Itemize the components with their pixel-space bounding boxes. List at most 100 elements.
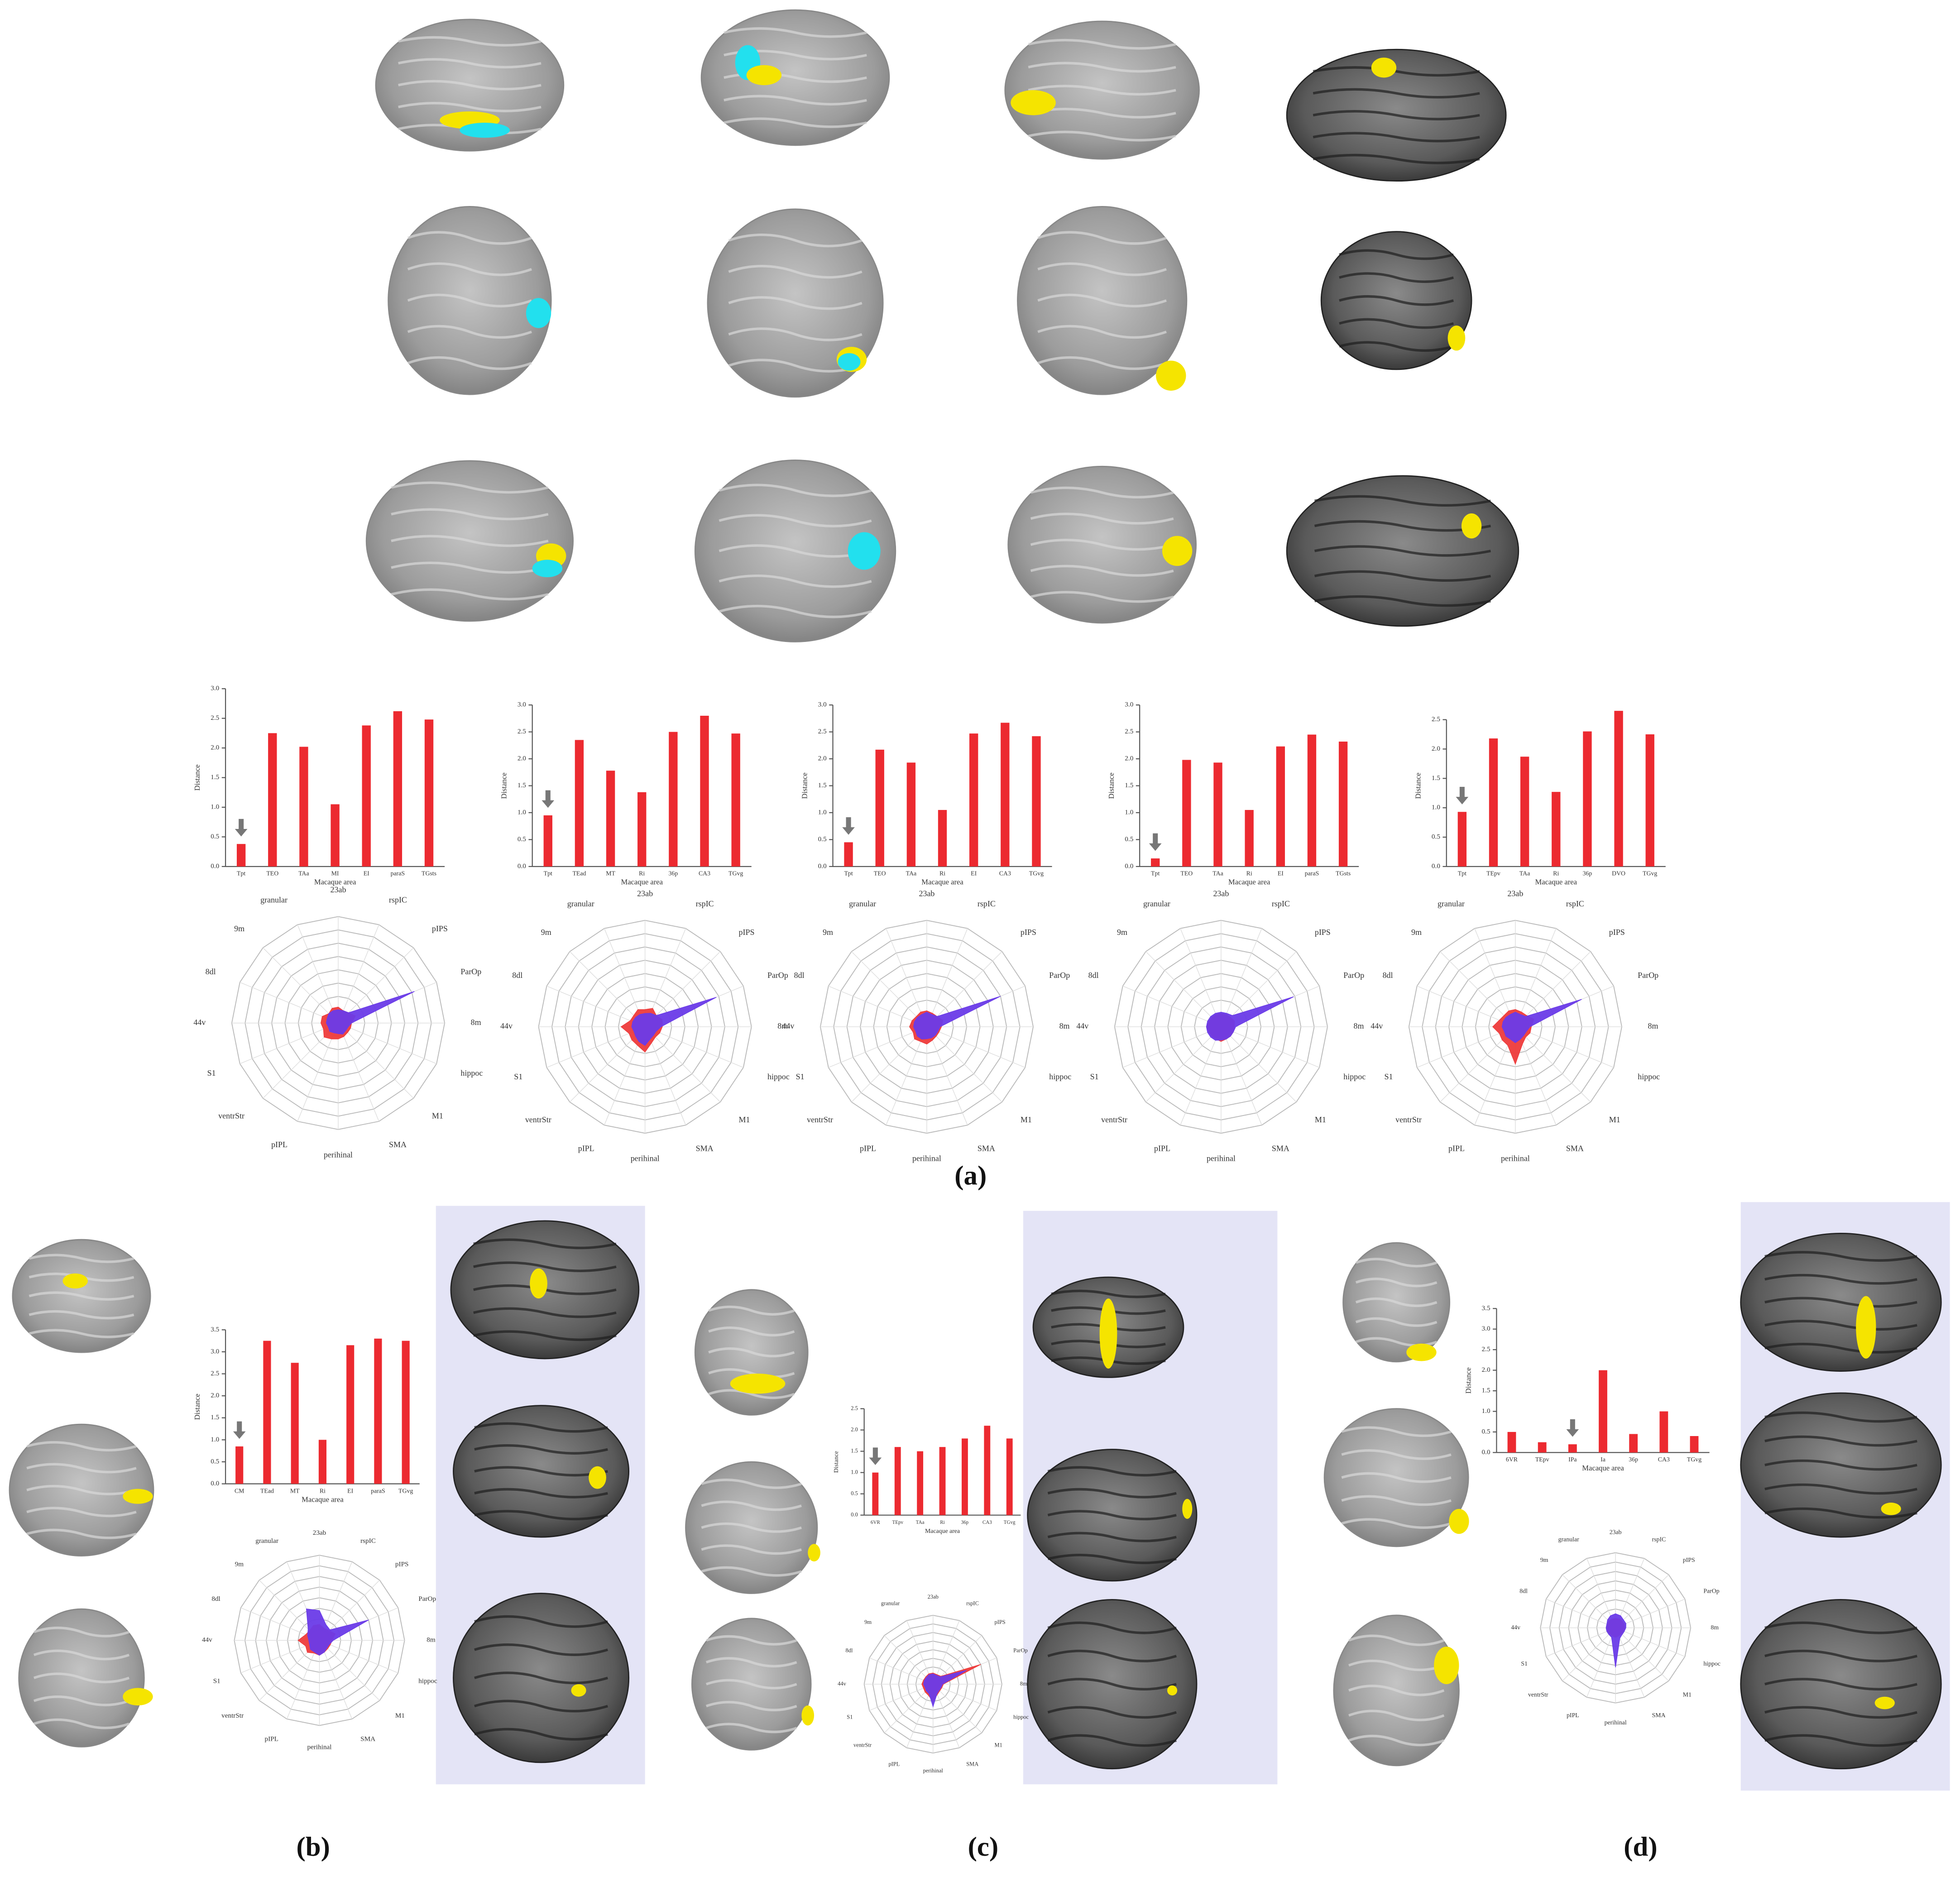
- radar-axis-label: S1: [1385, 1072, 1393, 1081]
- y-tick-label: 0.0: [1125, 862, 1133, 870]
- gyrus: [1028, 85, 1176, 96]
- x-tick-label: 36p: [1629, 1456, 1638, 1463]
- activation: [532, 560, 563, 578]
- bar: [1307, 734, 1317, 867]
- radar-spoke: [645, 1026, 721, 1102]
- radar-axis-label: 8dl: [794, 971, 805, 980]
- activation: [1371, 57, 1397, 78]
- radar-axis-label: 9m: [864, 1619, 872, 1625]
- bar: [844, 842, 853, 867]
- radar-axis-label: pIPS: [995, 1619, 1006, 1625]
- gyrus: [474, 1510, 608, 1521]
- radar-axis-label: 8m: [1059, 1021, 1070, 1030]
- gyrus: [1030, 539, 1174, 551]
- y-tick-label: 0.0: [518, 862, 526, 870]
- activation: [848, 532, 881, 570]
- gyrus: [407, 262, 532, 276]
- radar-spoke: [1122, 1026, 1222, 1068]
- bar: [1276, 746, 1285, 867]
- radar-spoke: [546, 986, 645, 1027]
- radar-spoke: [1221, 1026, 1320, 1068]
- radar-spoke: [869, 1657, 934, 1685]
- y-tick-label: 2.5: [1125, 728, 1133, 735]
- gyrus: [1313, 110, 1480, 120]
- bar: [939, 1447, 946, 1515]
- gyrus: [1313, 132, 1480, 143]
- gyrus: [398, 36, 542, 47]
- bar: [1245, 810, 1254, 867]
- gyrus: [1030, 486, 1174, 498]
- gyrus: [1028, 38, 1176, 50]
- radar-axis-label: ventrStr: [525, 1115, 551, 1124]
- arrow: [542, 790, 555, 808]
- y-tick-label: 2.5: [1432, 715, 1440, 723]
- x-tick-label: TEpv: [892, 1520, 903, 1525]
- radar-series: [306, 1608, 369, 1656]
- y-tick-label: 2.5: [1482, 1346, 1490, 1353]
- bar: [268, 733, 277, 867]
- activation: [62, 1273, 88, 1289]
- activation: [123, 1688, 153, 1706]
- gyrus: [407, 293, 532, 308]
- gyrus: [473, 1261, 617, 1272]
- y-tick-label: 2.0: [211, 1392, 219, 1399]
- panel-label: (d): [1624, 1832, 1657, 1862]
- activation: [746, 65, 782, 86]
- gyrus: [724, 95, 867, 105]
- radar-axis-label: 23ab: [1610, 1529, 1622, 1536]
- y-tick-label: 1.5: [1482, 1387, 1490, 1394]
- radar-spoke: [1221, 951, 1297, 1027]
- gyrus: [1764, 1483, 1917, 1495]
- gyrus: [719, 514, 872, 527]
- gyrus: [1314, 545, 1491, 557]
- radar-axis-label: ParOp: [1343, 971, 1364, 980]
- gyrus: [474, 1466, 608, 1477]
- y-axis-label: Distance: [833, 1451, 839, 1473]
- radar-axis-label: pIPL: [860, 1144, 876, 1153]
- x-tick-label: TGsts: [1336, 870, 1351, 877]
- radar-axis-label: 23ab: [331, 885, 346, 894]
- radar-spoke: [263, 947, 339, 1024]
- gyrus: [708, 1326, 795, 1337]
- radar-axis-label: rspIC: [360, 1537, 376, 1545]
- gyrus: [33, 1718, 130, 1729]
- y-tick-label: 0.5: [1432, 833, 1440, 841]
- radar-series: [923, 1670, 967, 1708]
- gyrus: [1764, 1251, 1917, 1262]
- panel-label: (c): [968, 1832, 999, 1862]
- gyrus: [1047, 1466, 1177, 1477]
- radar-axis-label: ParOp: [1013, 1647, 1028, 1653]
- x-tick-label: TAa: [298, 870, 309, 877]
- gyrus: [33, 1672, 130, 1684]
- radar-axis-label: 23ab: [919, 889, 934, 898]
- activation: [530, 1268, 547, 1299]
- y-tick-label: 3.0: [518, 701, 526, 709]
- bar: [984, 1426, 991, 1515]
- y-tick-label: 2.5: [211, 1369, 219, 1377]
- x-tick-label: TAa: [1519, 870, 1530, 877]
- y-tick-label: 0.0: [818, 862, 827, 870]
- x-tick-label: TEad: [572, 870, 586, 877]
- x-tick-label: paraS: [391, 870, 405, 877]
- radar-spoke: [1615, 1628, 1669, 1681]
- radar-spoke: [645, 1026, 744, 1068]
- radar-spoke: [1615, 1574, 1669, 1628]
- radar-spoke: [644, 1026, 686, 1125]
- y-tick-label: 1.5: [1432, 774, 1440, 782]
- bar: [1182, 760, 1191, 867]
- radar-spoke: [851, 1026, 927, 1102]
- radar-axis-label: rspIC: [978, 899, 996, 908]
- gyrus: [1341, 1472, 1452, 1483]
- radar-spoke: [297, 924, 339, 1023]
- x-axis-label: Macaque area: [314, 878, 356, 886]
- gyrus: [1341, 1426, 1452, 1437]
- x-tick-label: Tpt: [237, 870, 245, 877]
- gyrus: [1764, 1274, 1917, 1285]
- bar: [700, 715, 709, 867]
- radar-spoke: [1562, 1628, 1616, 1681]
- y-axis-label: Distance: [1107, 773, 1116, 799]
- gyrus: [1355, 1278, 1438, 1288]
- gyrus: [1355, 1258, 1438, 1268]
- y-tick-label: 2.0: [518, 755, 526, 762]
